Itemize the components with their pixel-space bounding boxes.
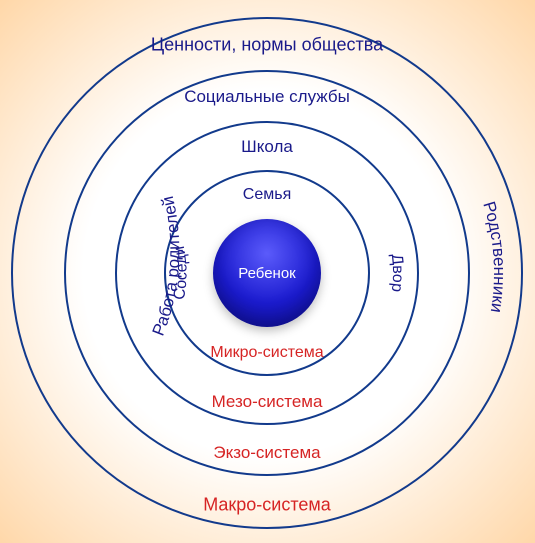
svg-text:Двор: Двор: [388, 253, 406, 293]
diagram-canvas: РебенокЦенности, нормы обществаСоциальны…: [0, 0, 535, 543]
side-label-yard: Двор: [0, 0, 535, 543]
